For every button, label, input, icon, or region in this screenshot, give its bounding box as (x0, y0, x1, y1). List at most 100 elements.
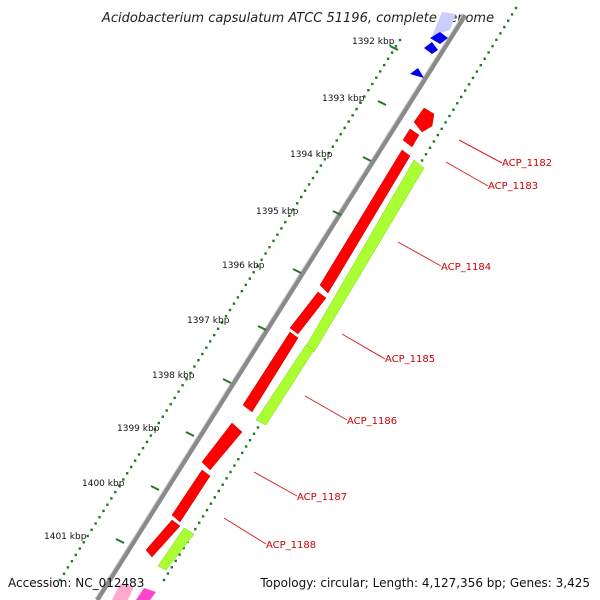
tick-dot (217, 489, 220, 493)
tick-dot (296, 202, 299, 205)
gene-acp-1187[interactable] (171, 469, 211, 523)
gene-label[interactable]: ACP_1183 (488, 181, 538, 192)
kbp-label: 1397 kbp (187, 316, 230, 326)
gene-light-blue[interactable] (432, 12, 456, 36)
tick-dot (185, 377, 188, 381)
tick-dot (280, 227, 283, 230)
tick-dot (241, 451, 244, 455)
tick-dot (383, 63, 386, 67)
tick-dot (220, 321, 224, 324)
kbp-tick-mark (332, 210, 342, 216)
gene-acp-1188[interactable] (145, 519, 181, 558)
gene-label[interactable]: ACP_1182 (502, 158, 552, 169)
tick-dot (205, 508, 209, 512)
tick-dot (205, 346, 208, 349)
tick-dot (216, 327, 220, 330)
gene-acp-1183[interactable] (402, 128, 420, 148)
tick-dot (335, 139, 338, 142)
tick-dot (70, 560, 74, 563)
gene-label[interactable]: ACP_1186 (347, 416, 397, 427)
tick-dot (197, 359, 200, 362)
kbp-tick-mark (257, 325, 267, 331)
gene-acp-1186[interactable] (201, 422, 243, 471)
gene-acp-1184b[interactable] (289, 291, 327, 335)
tick-dot (359, 101, 362, 104)
tick-dot (456, 102, 459, 105)
gene-blue-1[interactable] (430, 32, 448, 44)
tick-dot (331, 145, 334, 148)
kbp-tick-mark (377, 100, 387, 106)
tick-dot (268, 246, 271, 249)
tick-dot (379, 70, 382, 73)
tick-dot (178, 553, 181, 556)
tick-dot (170, 566, 173, 569)
accession-text: Accession: NC_012483 (8, 576, 144, 590)
tick-dot (165, 409, 168, 412)
gene-blue-3[interactable] (410, 68, 424, 78)
tick-dot (394, 45, 398, 48)
gene-acp-1182[interactable] (413, 107, 435, 133)
gene-label[interactable]: ACP_1184 (441, 262, 491, 273)
top-genes (410, 12, 456, 78)
tick-dot (323, 158, 327, 161)
tick-dot (126, 472, 129, 475)
tick-dot (224, 315, 228, 318)
gene-acp-1184-reverse[interactable] (304, 159, 425, 353)
kbp-label: 1400 kbp (82, 479, 125, 489)
gene-acp-1188-reverse[interactable] (157, 527, 195, 571)
tick-dot (229, 470, 232, 474)
tick-dot (58, 578, 62, 582)
gene-acp-1185[interactable] (242, 331, 299, 413)
tick-dot (252, 432, 256, 435)
tick-dot (432, 140, 436, 143)
tick-dot (452, 108, 455, 111)
tick-dot (347, 120, 350, 123)
gene-acp-1184[interactable] (319, 149, 411, 294)
tick-dot (114, 490, 117, 494)
tick-dot (86, 534, 89, 538)
tick-dot (161, 415, 164, 418)
tick-dot (499, 32, 502, 35)
gene-label[interactable]: ACP_1188 (266, 540, 316, 551)
tick-dot (300, 195, 303, 199)
kbp-tick-mark (150, 485, 160, 491)
tick-dot (315, 170, 319, 174)
label-leaders (223, 139, 503, 545)
kbp-label: 1394 kbp (290, 150, 333, 160)
gene-label[interactable]: ACP_1185 (385, 354, 435, 365)
tick-dot (448, 114, 451, 118)
tick-dot (209, 340, 212, 343)
gene-blue-2[interactable] (424, 42, 438, 54)
tick-dot (162, 578, 166, 582)
tick-dot (82, 541, 85, 544)
gene-acp-1185-reverse[interactable] (255, 344, 315, 426)
tick-dot (319, 164, 323, 167)
kbp-tick-mark (222, 378, 232, 384)
tick-dot (110, 497, 113, 500)
gene-pink[interactable] (136, 588, 156, 600)
tick-dot (444, 121, 447, 124)
kbp-tick-mark (389, 45, 399, 51)
tick-dot (62, 572, 66, 575)
tick-dot (74, 553, 77, 557)
gene-pink-light[interactable] (112, 584, 134, 600)
tick-dot (303, 189, 307, 192)
tick-dot (327, 151, 330, 155)
tick-dot (174, 559, 177, 563)
gene-label[interactable]: ACP_1187 (297, 492, 347, 503)
tick-dot (495, 38, 498, 41)
tick-dot (66, 566, 70, 569)
tick-dot (420, 159, 424, 162)
tick-dot (460, 95, 463, 99)
tick-dot (236, 296, 240, 299)
tick-dot (157, 421, 160, 425)
tick-dot (102, 509, 105, 513)
tick-dot (221, 483, 224, 486)
tick-dot (311, 176, 315, 180)
tick-dot (118, 484, 121, 487)
tick-dot (213, 496, 216, 499)
gene-labels: ACP_1182 ACP_1183 ACP_1184 ACP_1185 ACP_1186… (266, 158, 552, 551)
tick-dot (355, 107, 358, 111)
tick-dot (106, 503, 109, 506)
tick-dot (276, 233, 279, 236)
